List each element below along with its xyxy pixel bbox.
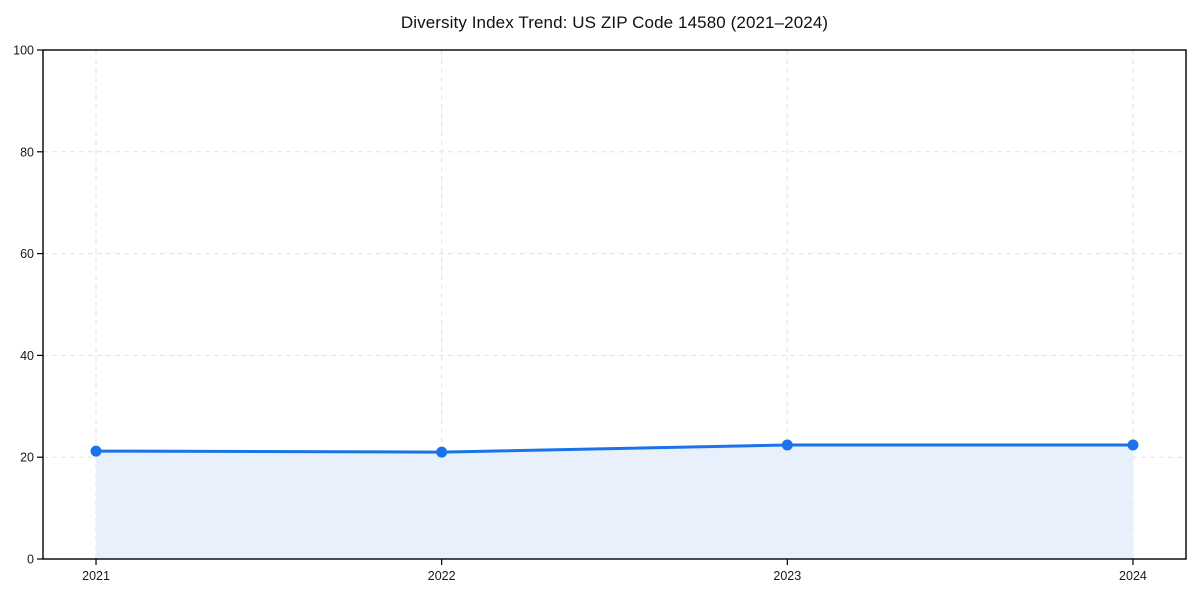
trend-line [94,443,1135,454]
tick-labels: 0 20 40 60 80 100 2021 2022 2023 2024 [13,44,1147,584]
x-tick-label: 2024 [1119,569,1147,583]
axes-frame [42,49,1187,560]
tick-marks [37,49,1134,565]
y-tick-label: 20 [20,451,34,465]
x-tick-label: 2021 [82,569,110,583]
x-tick-label: 2022 [428,569,456,583]
y-tick-label: 80 [20,145,34,159]
y-tick-label: 100 [13,44,34,58]
data-point-markers [90,439,1139,458]
y-tick-label: 0 [27,553,34,567]
x-tick-label: 2023 [773,569,801,583]
data-point [781,439,793,451]
area-polygon [96,444,1133,559]
y-tick-label: 40 [20,349,34,363]
data-point [90,445,102,457]
line-path [94,443,1135,454]
y-tick-label: 60 [20,247,34,261]
data-point [436,446,448,458]
plot-frame [42,49,1187,560]
data-point [1127,439,1139,451]
area-fill [96,444,1133,559]
